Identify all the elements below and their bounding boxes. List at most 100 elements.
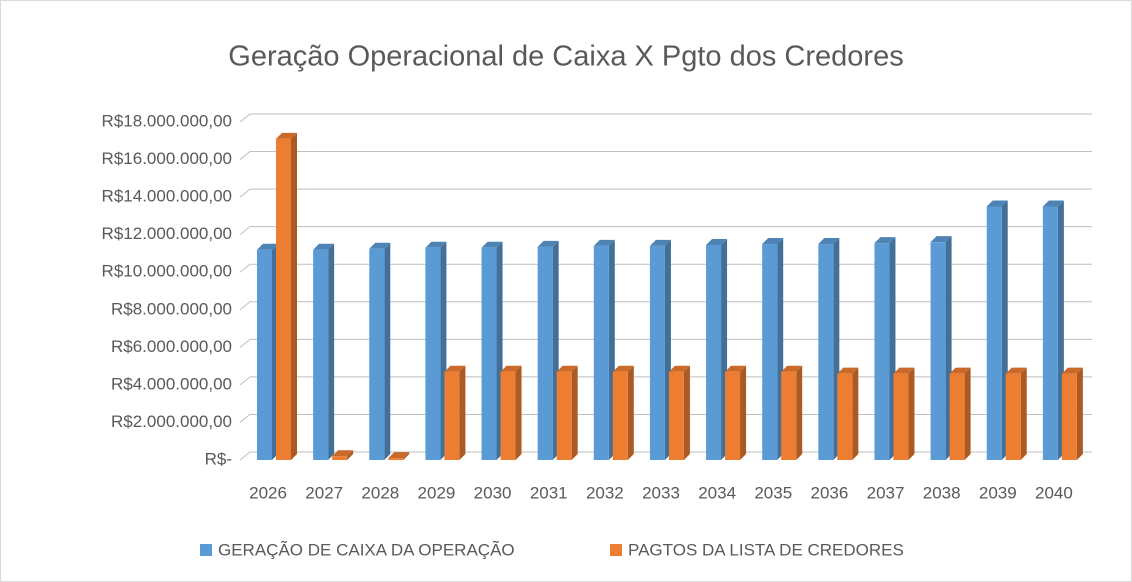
grid-line [239,376,1092,386]
bar [444,371,460,460]
bar-top [276,132,297,139]
y-tick-label: R$8.000.000,00 [111,299,232,318]
x-tick-label: 2032 [586,483,624,502]
bar-side [796,365,803,460]
chart-title: Geração Operacional de Caixa X Pgto dos … [228,41,903,73]
bar-top [837,367,859,374]
bar-side [403,452,410,460]
y-tick-label: R$- [205,449,232,468]
x-tick-label: 2031 [530,483,568,502]
x-tick-label: 2033 [642,483,680,502]
bar-side [1076,367,1083,460]
bar-side [852,367,859,460]
bar-top [668,365,690,372]
bar-top [781,365,803,372]
bar-top [874,237,896,244]
bar-top [257,243,278,250]
x-tick-label: 2026 [249,483,287,502]
bar-top [930,236,952,243]
bar [425,247,441,460]
bar-side [459,365,466,460]
bar-top [425,241,447,248]
bar-top [313,243,335,250]
bar-side [964,367,971,460]
bar [893,373,909,460]
grid-line [239,413,1092,423]
bar-top [500,365,522,372]
bar [332,456,348,460]
grid-line [239,451,1092,461]
bar-top [649,239,671,246]
bar [556,371,572,460]
bar-top [369,242,391,249]
bar-side [908,367,915,460]
x-tick-label: 2039 [979,483,1017,502]
y-tick-label: R$4.000.000,00 [111,374,232,393]
bar [257,249,272,460]
grid-line [239,338,1092,348]
y-tick-label: R$16.000.000,00 [102,149,232,168]
x-tick-label: 2030 [474,483,512,502]
bar-top [388,452,410,459]
bar [762,244,778,460]
bar [781,371,797,460]
bar [537,246,553,460]
bar-side [683,365,690,460]
bar-side [571,365,578,460]
bar [818,244,834,460]
bar [725,371,741,460]
bar [668,371,684,460]
y-tick-label: R$6.000.000,00 [111,337,232,356]
bar-side [627,365,634,460]
bar-side [384,242,391,460]
grid-line [239,113,1092,123]
x-tick-label: 2036 [810,483,848,502]
bar [874,243,890,460]
bar [481,247,497,460]
x-tick-label: 2040 [1035,483,1073,502]
grid-line [239,226,1092,236]
bar-top [893,367,915,374]
bar-top [537,240,559,247]
bar-top [593,239,615,246]
bar-top [725,365,747,372]
bar-top [1061,367,1083,374]
bar-top [986,200,1008,207]
bar [612,371,628,460]
x-tick-label: 2037 [867,483,905,502]
bar-top [444,365,466,372]
x-tick-label: 2035 [754,483,792,502]
bar [706,244,722,460]
x-tick-label: 2034 [698,483,736,502]
bar-top [762,238,784,245]
grid-line [239,188,1092,198]
bar [837,373,853,460]
bar-top [706,238,728,245]
bar-top [556,365,578,372]
bar [388,458,404,460]
legend-swatch [610,544,622,556]
bar-side [1020,367,1027,460]
grid-line [239,151,1092,160]
bar-top [1042,200,1064,207]
bar-side [515,365,522,460]
bar [1042,206,1058,460]
bar-top [332,450,354,457]
x-tick-label: 2029 [418,483,456,502]
bar [313,249,329,460]
bar [930,242,946,460]
legend-swatch [200,544,212,556]
bar [593,245,609,460]
bar-top [949,367,971,374]
grid-line [239,301,1092,311]
x-tick-label: 2027 [305,483,343,502]
bar [500,371,516,460]
bar-top [481,241,503,248]
x-tick-label: 2028 [361,483,399,502]
y-tick-label: R$12.000.000,00 [102,224,232,243]
bar [276,138,291,460]
bar-side [291,132,297,460]
bar [949,373,965,460]
legend-label: GERAÇÃO DE CAIXA DA OPERAÇÃO [218,540,515,559]
